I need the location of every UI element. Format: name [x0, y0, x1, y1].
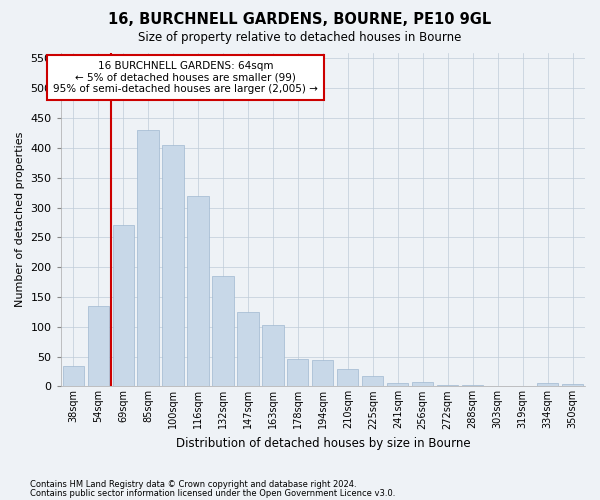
- Bar: [412, 382, 433, 386]
- Bar: [537, 384, 558, 386]
- Bar: [312, 360, 334, 386]
- Bar: [287, 359, 308, 386]
- Text: 16 BURCHNELL GARDENS: 64sqm
← 5% of detached houses are smaller (99)
95% of semi: 16 BURCHNELL GARDENS: 64sqm ← 5% of deta…: [53, 61, 318, 94]
- Bar: [437, 385, 458, 386]
- Bar: [238, 312, 259, 386]
- Bar: [62, 366, 84, 386]
- Bar: [262, 325, 284, 386]
- Bar: [163, 145, 184, 386]
- Bar: [362, 376, 383, 386]
- Bar: [337, 368, 358, 386]
- Text: Contains HM Land Registry data © Crown copyright and database right 2024.: Contains HM Land Registry data © Crown c…: [30, 480, 356, 489]
- Bar: [137, 130, 159, 386]
- X-axis label: Distribution of detached houses by size in Bourne: Distribution of detached houses by size …: [176, 437, 470, 450]
- Text: 16, BURCHNELL GARDENS, BOURNE, PE10 9GL: 16, BURCHNELL GARDENS, BOURNE, PE10 9GL: [109, 12, 491, 28]
- Y-axis label: Number of detached properties: Number of detached properties: [15, 132, 25, 307]
- Text: Size of property relative to detached houses in Bourne: Size of property relative to detached ho…: [139, 31, 461, 44]
- Bar: [212, 276, 233, 386]
- Bar: [562, 384, 583, 386]
- Bar: [387, 384, 409, 386]
- Bar: [187, 196, 209, 386]
- Bar: [113, 226, 134, 386]
- Bar: [462, 385, 483, 386]
- Text: Contains public sector information licensed under the Open Government Licence v3: Contains public sector information licen…: [30, 488, 395, 498]
- Bar: [88, 306, 109, 386]
